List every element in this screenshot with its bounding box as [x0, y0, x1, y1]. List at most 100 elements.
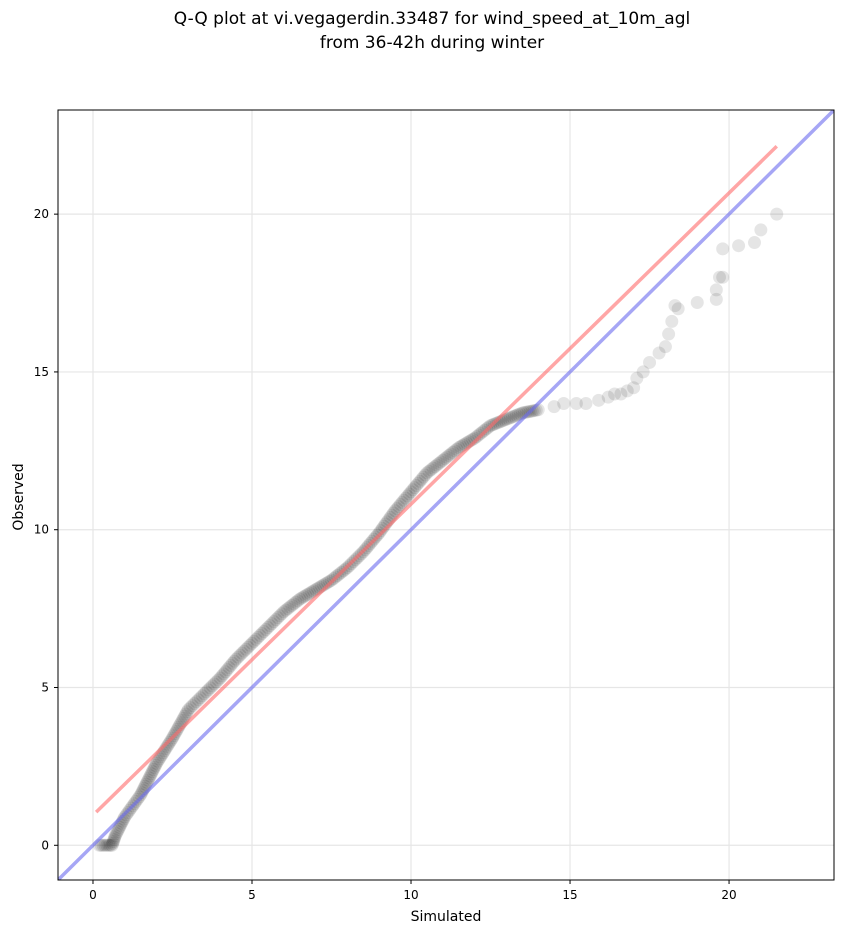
- data-point: [319, 577, 333, 591]
- data-point: [151, 754, 165, 768]
- data-point: [505, 410, 519, 424]
- data-point: [434, 455, 448, 469]
- data-point: [448, 444, 462, 458]
- data-point: [440, 450, 454, 464]
- data-point: [415, 472, 429, 486]
- x-axis-label: Simulated: [411, 909, 482, 925]
- data-point: [592, 393, 606, 407]
- data-point: [627, 381, 641, 395]
- data-point: [257, 624, 271, 638]
- data-point: [231, 650, 245, 664]
- data-point: [297, 590, 311, 604]
- data-point: [507, 409, 521, 423]
- data-point: [303, 586, 317, 600]
- data-point: [213, 671, 227, 685]
- data-point: [203, 681, 217, 695]
- data-point: [452, 441, 466, 455]
- data-point: [108, 831, 122, 845]
- data-point: [201, 683, 215, 697]
- data-point: [255, 626, 269, 640]
- data-point: [388, 504, 402, 518]
- y-tick-label: 0: [41, 838, 49, 852]
- data-point: [393, 497, 407, 511]
- data-point: [162, 737, 176, 751]
- data-point: [170, 722, 184, 736]
- data-point: [293, 592, 307, 606]
- data-point: [241, 640, 255, 654]
- data-point: [187, 697, 201, 711]
- data-point: [501, 411, 515, 425]
- data-point: [218, 665, 232, 679]
- data-point: [411, 476, 425, 490]
- data-point: [180, 705, 194, 719]
- data-point: [636, 365, 650, 379]
- data-point: [402, 487, 416, 501]
- data-point: [422, 464, 436, 478]
- data-point: [408, 481, 422, 495]
- data-point: [150, 756, 164, 770]
- data-point: [454, 439, 468, 453]
- data-point: [100, 838, 114, 852]
- data-point: [299, 589, 313, 603]
- data-point: [668, 299, 682, 313]
- data-point: [144, 767, 158, 781]
- x-tick-label: 0: [89, 888, 97, 902]
- data-point: [662, 327, 676, 341]
- data-point: [209, 675, 223, 689]
- data-point: [239, 642, 253, 656]
- data-point: [716, 270, 730, 284]
- data-point: [652, 346, 666, 360]
- data-point: [406, 483, 420, 497]
- data-point: [770, 207, 784, 221]
- data-point: [103, 838, 117, 852]
- data-points: [92, 207, 784, 852]
- data-point: [226, 656, 240, 670]
- data-point: [189, 695, 203, 709]
- data-point: [143, 769, 157, 783]
- data-point: [713, 270, 727, 284]
- y-axis-label: Observed: [11, 463, 27, 530]
- data-point: [305, 585, 319, 599]
- data-point: [146, 763, 160, 777]
- data-point: [579, 396, 593, 410]
- data-point: [489, 416, 503, 430]
- identity-line: [58, 110, 834, 880]
- data-point: [265, 617, 279, 631]
- x-tick-label: 15: [562, 888, 577, 902]
- data-point: [259, 623, 273, 637]
- data-point: [227, 654, 241, 668]
- data-point: [229, 652, 243, 666]
- data-point: [472, 428, 486, 442]
- data-point: [395, 495, 409, 509]
- data-point: [235, 646, 249, 660]
- data-point: [142, 771, 156, 785]
- data-point: [614, 387, 628, 401]
- data-point: [754, 223, 768, 237]
- x-tick-label: 20: [721, 888, 736, 902]
- data-point: [432, 456, 446, 470]
- data-point: [289, 595, 303, 609]
- data-point: [601, 390, 615, 404]
- data-point: [141, 773, 155, 787]
- grid: [58, 110, 834, 880]
- data-point: [450, 442, 464, 456]
- data-point: [281, 602, 295, 616]
- data-point: [671, 302, 685, 316]
- data-point: [207, 677, 221, 691]
- data-point: [193, 691, 207, 705]
- data-point: [183, 701, 197, 715]
- fit-line: [94, 145, 778, 814]
- data-point: [102, 838, 116, 852]
- data-point: [420, 466, 434, 480]
- axis-ticks: 0 5 10 15 20 0 5 10 15 20: [34, 207, 737, 902]
- data-point: [527, 404, 541, 418]
- data-point: [295, 591, 309, 605]
- data-point: [247, 634, 261, 648]
- chart-subtitle: from 36-42h during winter: [320, 33, 544, 53]
- data-point: [399, 491, 413, 505]
- data-point: [424, 463, 438, 477]
- data-point: [436, 453, 450, 467]
- x-tick-label: 10: [403, 888, 418, 902]
- data-point: [658, 340, 672, 354]
- data-point: [267, 615, 281, 629]
